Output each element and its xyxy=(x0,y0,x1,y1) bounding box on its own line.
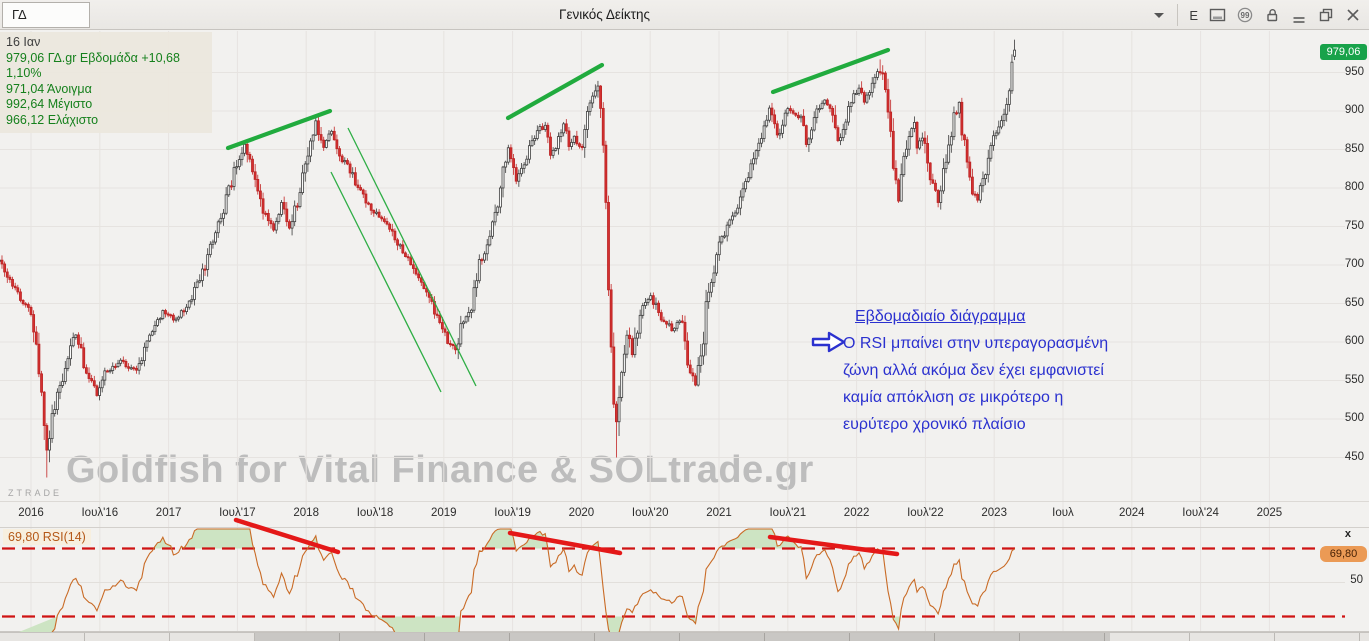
x-axis-label: Ιουλ'24 xyxy=(1182,507,1219,519)
lock-open-icon[interactable] xyxy=(1264,7,1280,23)
rsi-value-badge: 69,80 xyxy=(1320,546,1367,562)
x-axis-label: Ιουλ'22 xyxy=(907,507,944,519)
x-axis-label: Ιουλ'19 xyxy=(494,507,531,519)
svg-text:99: 99 xyxy=(1241,11,1250,20)
x-axis-label: 2025 xyxy=(1256,507,1283,519)
window-title: Γενικός Δείκτης xyxy=(559,7,650,22)
frame-icon[interactable] xyxy=(1209,7,1226,23)
chevron-down-icon[interactable] xyxy=(1152,8,1166,22)
price-axis-label: 950 xyxy=(1344,65,1364,78)
controls-divider xyxy=(1177,4,1179,26)
x-axis-label: Ιουλ'17 xyxy=(219,507,256,519)
price-axis-label: 700 xyxy=(1344,258,1364,270)
info-high-line: 992,64 Μέγιστο xyxy=(6,97,93,111)
ztrade-logo: ZTRADE xyxy=(8,488,62,498)
annotation-line: ζώνη αλλά ακόμα δεν έχει εμφανιστεί xyxy=(843,362,1104,379)
price-axis-label: 850 xyxy=(1344,142,1364,155)
info-last-line: 979,06 ΓΔ.gr Εβδομάδα +10,68 1,10% xyxy=(6,50,180,81)
x-axis-label: 2019 xyxy=(431,507,457,519)
rsi-midline-label: 50 xyxy=(1350,574,1363,586)
price-axis-label: 500 xyxy=(1344,412,1364,424)
blue-arrow-icon xyxy=(811,331,846,353)
annotation-line: καμία απόκλιση σε μικρότερο η xyxy=(843,389,1064,406)
price-axis-label: 650 xyxy=(1344,296,1364,309)
rsi-close-icon[interactable]: x xyxy=(1344,528,1351,540)
x-axis-label: 2016 xyxy=(18,507,44,519)
x-axis-label: Ιουλ xyxy=(1052,507,1074,519)
rsi-indicator-label[interactable]: 69,80 RSI(14) xyxy=(3,529,91,545)
x-axis-label: Ιουλ'16 xyxy=(81,507,119,519)
timeline-scrollbar[interactable] xyxy=(0,632,1369,641)
price-axis-label: 600 xyxy=(1344,335,1364,347)
quotes-icon[interactable]: 99 xyxy=(1237,7,1253,23)
annotation-line: Ο RSI μπαίνει στην υπεραγορασμένη xyxy=(843,335,1109,352)
price-axis-label: 900 xyxy=(1344,104,1364,116)
restore-icon[interactable] xyxy=(1318,7,1334,23)
x-axis-label: 2022 xyxy=(843,507,870,519)
price-axis-label: 800 xyxy=(1344,181,1364,193)
x-axis-label: Ιουλ'21 xyxy=(769,507,807,519)
x-axis-label: 2023 xyxy=(981,507,1007,519)
x-axis-label: 2024 xyxy=(1119,507,1145,519)
window-controls: E 99 xyxy=(1152,0,1361,30)
price-axis-label: 450 xyxy=(1344,450,1364,463)
x-axis-label: 2020 xyxy=(568,507,595,519)
quote-info-panel: 16 Ιαν 979,06 ΓΔ.gr Εβδομάδα +10,68 1,10… xyxy=(0,32,212,133)
info-date: 16 Ιαν xyxy=(6,35,41,49)
close-icon[interactable] xyxy=(1345,7,1361,23)
analyst-annotation: Εβδομαδιαίο διάγραμμα Ο RSI μπαίνει στην… xyxy=(843,303,1108,438)
x-axis-label: Ιουλ'20 xyxy=(631,507,669,519)
price-axis-label: 550 xyxy=(1344,373,1364,386)
h-scrollbar-thumb[interactable] xyxy=(255,633,1110,641)
annotation-line: ευρύτερο χρονικό πλαίσιο xyxy=(843,416,1026,433)
x-axis-label: 2021 xyxy=(706,507,732,519)
title-bar: ΓΔ Γενικός Δείκτης E 99 xyxy=(0,0,1369,30)
x-axis-label: Ιουλ'18 xyxy=(356,507,394,519)
price-axis-label: 750 xyxy=(1344,219,1364,232)
x-axis-label: 2017 xyxy=(155,507,182,519)
symbol-tab[interactable]: ΓΔ xyxy=(2,2,90,28)
last-price-badge: 979,06 xyxy=(1320,44,1367,60)
info-open-line: 971,04 Άνοιγμα xyxy=(6,81,92,96)
info-low-line: 966,12 Ελάχιστο xyxy=(6,112,99,127)
minimize-icon[interactable] xyxy=(1291,7,1307,23)
watermark-text: Goldfish for Vital Finance & SOLtrade.gr xyxy=(66,449,814,491)
e-button[interactable]: E xyxy=(1189,7,1198,23)
annotation-title: Εβδομαδιαίο διάγραμμα xyxy=(855,308,1026,325)
x-axis-label: 2018 xyxy=(293,507,319,519)
symbol-tab-label: ΓΔ xyxy=(12,7,27,22)
